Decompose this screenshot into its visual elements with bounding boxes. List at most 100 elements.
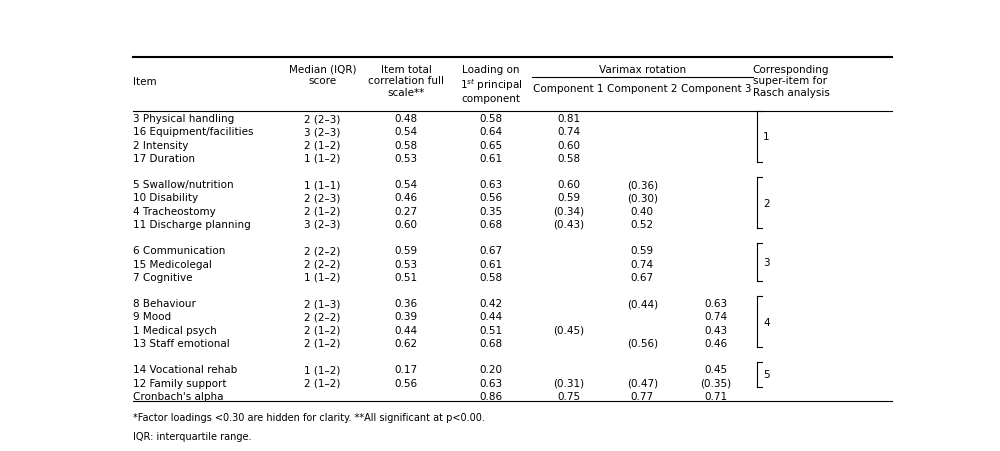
Text: 0.44: 0.44	[394, 325, 418, 335]
Text: Loading on
$1^{st}$ principal
component: Loading on $1^{st}$ principal component	[460, 64, 523, 104]
Text: 0.68: 0.68	[480, 338, 503, 348]
Text: 0.59: 0.59	[394, 246, 418, 256]
Text: 4 Tracheostomy: 4 Tracheostomy	[133, 206, 216, 216]
Text: 0.77: 0.77	[631, 391, 654, 401]
Text: 0.64: 0.64	[480, 127, 503, 137]
Text: 0.56: 0.56	[394, 378, 418, 388]
Text: 1 (1–1): 1 (1–1)	[304, 180, 341, 190]
Text: 0.67: 0.67	[631, 272, 654, 282]
Text: 0.60: 0.60	[557, 180, 580, 190]
Text: 2 (2–3): 2 (2–3)	[304, 114, 341, 124]
Text: 0.44: 0.44	[480, 312, 503, 322]
Text: 0.75: 0.75	[557, 391, 580, 401]
Text: 0.20: 0.20	[480, 364, 503, 375]
Text: 12 Family support: 12 Family support	[133, 378, 226, 388]
Text: Item total
correlation full
scale**: Item total correlation full scale**	[368, 64, 444, 98]
Text: 0.51: 0.51	[480, 325, 503, 335]
Text: 0.74: 0.74	[631, 259, 654, 269]
Text: 2 Intensity: 2 Intensity	[133, 140, 188, 150]
Text: 0.58: 0.58	[394, 140, 418, 150]
Text: 2: 2	[763, 198, 770, 208]
Text: 0.56: 0.56	[480, 193, 503, 203]
Text: 2 (1–2): 2 (1–2)	[304, 206, 341, 216]
Text: 2 (1–2): 2 (1–2)	[304, 338, 341, 348]
Text: 1: 1	[763, 132, 770, 142]
Text: 2 (2–2): 2 (2–2)	[304, 259, 341, 269]
Text: 4: 4	[763, 317, 770, 327]
Text: 0.59: 0.59	[557, 193, 580, 203]
Text: 6 Communication: 6 Communication	[133, 246, 225, 256]
Text: (0.31): (0.31)	[553, 378, 584, 388]
Text: 0.46: 0.46	[704, 338, 728, 348]
Text: 0.63: 0.63	[480, 180, 503, 190]
Text: 2 (1–2): 2 (1–2)	[304, 378, 341, 388]
Text: (0.56): (0.56)	[627, 338, 658, 348]
Text: 0.68: 0.68	[480, 220, 503, 230]
Text: 0.39: 0.39	[394, 312, 418, 322]
Text: 0.52: 0.52	[631, 220, 654, 230]
Text: 1 (1–2): 1 (1–2)	[304, 153, 341, 163]
Text: 0.58: 0.58	[480, 272, 503, 282]
Text: 2 (1–2): 2 (1–2)	[304, 325, 341, 335]
Text: 3: 3	[763, 258, 770, 267]
Text: Component 1: Component 1	[533, 83, 604, 94]
Text: 0.81: 0.81	[557, 114, 580, 124]
Text: 0.67: 0.67	[480, 246, 503, 256]
Text: 0.53: 0.53	[394, 153, 418, 163]
Text: 1 (1–2): 1 (1–2)	[304, 364, 341, 375]
Text: 2 (2–3): 2 (2–3)	[304, 193, 341, 203]
Text: 3 Physical handling: 3 Physical handling	[133, 114, 234, 124]
Text: Cronbach's alpha: Cronbach's alpha	[133, 391, 223, 401]
Text: 15 Medicolegal: 15 Medicolegal	[133, 259, 212, 269]
Text: 0.58: 0.58	[557, 153, 580, 163]
Text: 0.86: 0.86	[480, 391, 503, 401]
Text: 0.43: 0.43	[704, 325, 728, 335]
Text: 0.74: 0.74	[557, 127, 580, 137]
Text: 0.36: 0.36	[394, 299, 418, 308]
Text: Component 3: Component 3	[681, 83, 751, 94]
Text: Varimax rotation: Varimax rotation	[599, 64, 686, 74]
Text: 0.63: 0.63	[704, 299, 728, 308]
Text: 7 Cognitive: 7 Cognitive	[133, 272, 192, 282]
Text: 1 (1–2): 1 (1–2)	[304, 272, 341, 282]
Text: (0.30): (0.30)	[627, 193, 658, 203]
Text: 0.61: 0.61	[480, 153, 503, 163]
Text: Median (IQR)
score: Median (IQR) score	[289, 64, 356, 86]
Text: 5 Swallow/nutrition: 5 Swallow/nutrition	[133, 180, 233, 190]
Text: 0.27: 0.27	[394, 206, 418, 216]
Text: Item: Item	[133, 77, 156, 87]
Text: 0.60: 0.60	[557, 140, 580, 150]
Text: (0.44): (0.44)	[627, 299, 658, 308]
Text: 0.62: 0.62	[394, 338, 418, 348]
Text: (0.43): (0.43)	[553, 220, 584, 230]
Text: 2 (2–2): 2 (2–2)	[304, 312, 341, 322]
Text: 0.71: 0.71	[704, 391, 728, 401]
Text: 0.58: 0.58	[480, 114, 503, 124]
Text: 10 Disability: 10 Disability	[133, 193, 198, 203]
Text: 0.61: 0.61	[480, 259, 503, 269]
Text: Component 2: Component 2	[607, 83, 678, 94]
Text: 1 Medical psych: 1 Medical psych	[133, 325, 216, 335]
Text: 0.42: 0.42	[480, 299, 503, 308]
Text: 2 (1–3): 2 (1–3)	[304, 299, 341, 308]
Text: 2 (1–2): 2 (1–2)	[304, 140, 341, 150]
Text: 5: 5	[763, 370, 770, 380]
Text: 0.45: 0.45	[704, 364, 728, 375]
Text: 0.54: 0.54	[394, 180, 418, 190]
Text: (0.36): (0.36)	[627, 180, 658, 190]
Text: 0.53: 0.53	[394, 259, 418, 269]
Text: 0.17: 0.17	[394, 364, 418, 375]
Text: 0.51: 0.51	[394, 272, 418, 282]
Text: 11 Discharge planning: 11 Discharge planning	[133, 220, 250, 230]
Text: 0.74: 0.74	[704, 312, 728, 322]
Text: 0.60: 0.60	[394, 220, 417, 230]
Text: 0.59: 0.59	[631, 246, 654, 256]
Text: 3 (2–3): 3 (2–3)	[304, 220, 341, 230]
Text: 0.46: 0.46	[394, 193, 418, 203]
Text: 13 Staff emotional: 13 Staff emotional	[133, 338, 230, 348]
Text: 0.40: 0.40	[631, 206, 654, 216]
Text: 0.48: 0.48	[394, 114, 418, 124]
Text: 3 (2–3): 3 (2–3)	[304, 127, 341, 137]
Text: 16 Equipment/facilities: 16 Equipment/facilities	[133, 127, 253, 137]
Text: *Factor loadings <0.30 are hidden for clarity. **All significant at p<0.00.: *Factor loadings <0.30 are hidden for cl…	[133, 412, 485, 422]
